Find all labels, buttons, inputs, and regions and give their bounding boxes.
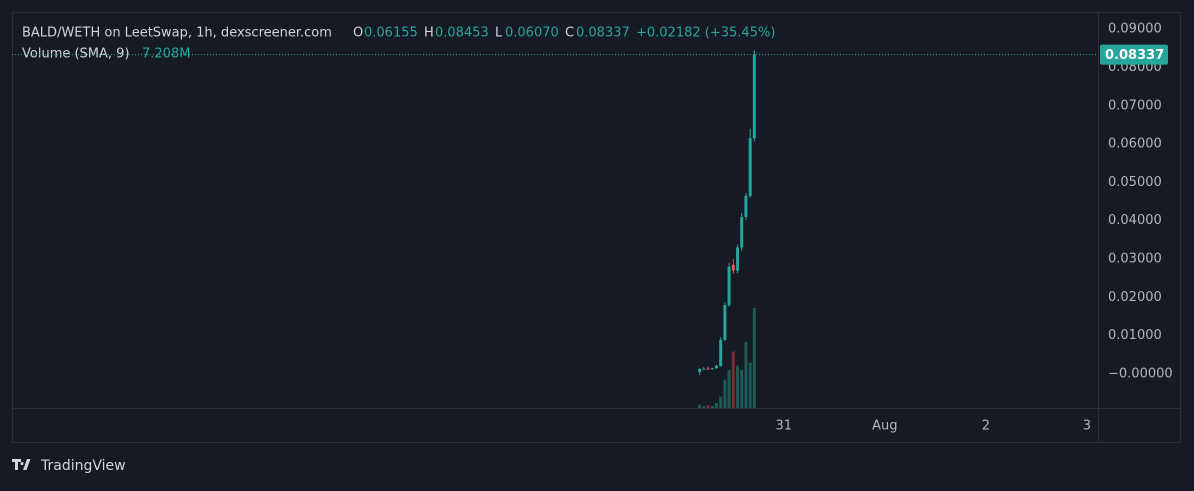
y-tick-label: 0.03000 [1108, 252, 1162, 267]
candle-body [714, 365, 718, 369]
watermark: TradingView [12, 458, 126, 474]
volume-bar [731, 351, 735, 408]
legend-open: 0.06155 [364, 26, 418, 41]
volume-bar [752, 307, 756, 408]
candle-body [710, 368, 714, 370]
y-tick-label: 0.07000 [1108, 98, 1162, 113]
volume-label: Volume (SMA, 9) [22, 47, 130, 62]
legend: BALD/WETH on LeetSwap, 1h, dexscreener.c… [22, 26, 775, 62]
legend-title: BALD/WETH on LeetSwap, 1h, dexscreener.c… [22, 26, 332, 41]
volume-bar [710, 405, 714, 408]
candle-body [748, 138, 752, 196]
x-tick-label: 31 [776, 419, 793, 434]
x-tick-label: 3 [1083, 419, 1091, 434]
candle-body [723, 304, 727, 340]
volume-bar [748, 362, 752, 408]
legend-close: 0.08337 [576, 26, 630, 41]
candle-body [706, 368, 710, 370]
volume-bar [727, 370, 731, 408]
volume-bar [706, 405, 710, 408]
candle-body [702, 368, 706, 370]
volume-bar [740, 370, 744, 408]
watermark-text: TradingView [40, 458, 126, 474]
series [698, 50, 756, 408]
candle-body [731, 264, 735, 271]
candle-body [740, 216, 744, 248]
y-tick-label: 0.09000 [1108, 22, 1162, 37]
x-tick-label: Aug [872, 419, 897, 434]
volume-bar [702, 406, 706, 408]
legend-open-label: O [353, 26, 363, 41]
legend-high: 0.08453 [435, 26, 489, 41]
volume-value: 7.208M [142, 47, 190, 62]
legend-change: +0.02182 (+35.45%) [636, 26, 775, 41]
y-tick-label: 0.06000 [1108, 137, 1162, 152]
candle-body [727, 266, 731, 305]
chart-frame [12, 12, 1181, 443]
watermark-logo [12, 459, 31, 470]
legend-high-label: H [424, 26, 434, 41]
y-tick-label: 0.01000 [1108, 328, 1162, 343]
legend-close-label: C [565, 26, 574, 41]
volume-bar [719, 396, 723, 408]
volume-bar [723, 379, 727, 408]
y-tick-label: 0.04000 [1108, 213, 1162, 228]
volume-bar [736, 365, 740, 408]
y-tick-label: 0.02000 [1108, 290, 1162, 305]
candle-body [744, 195, 748, 217]
candle-body [736, 247, 740, 271]
volume-bar [714, 402, 718, 408]
last-price-tag [1100, 44, 1168, 65]
y-tick-label: 0.05000 [1108, 175, 1162, 190]
volume-bar [744, 341, 748, 408]
legend-low: 0.06070 [505, 26, 559, 41]
last-price-label: 0.08337 [1105, 48, 1164, 63]
y-tick-label: −0.00000 [1108, 366, 1173, 381]
legend-low-label: L [495, 26, 503, 41]
candle-body [719, 339, 723, 366]
volume-bar [698, 404, 702, 408]
x-tick-label: 2 [982, 419, 990, 434]
candle-body [752, 54, 756, 139]
candle-body [698, 368, 702, 372]
